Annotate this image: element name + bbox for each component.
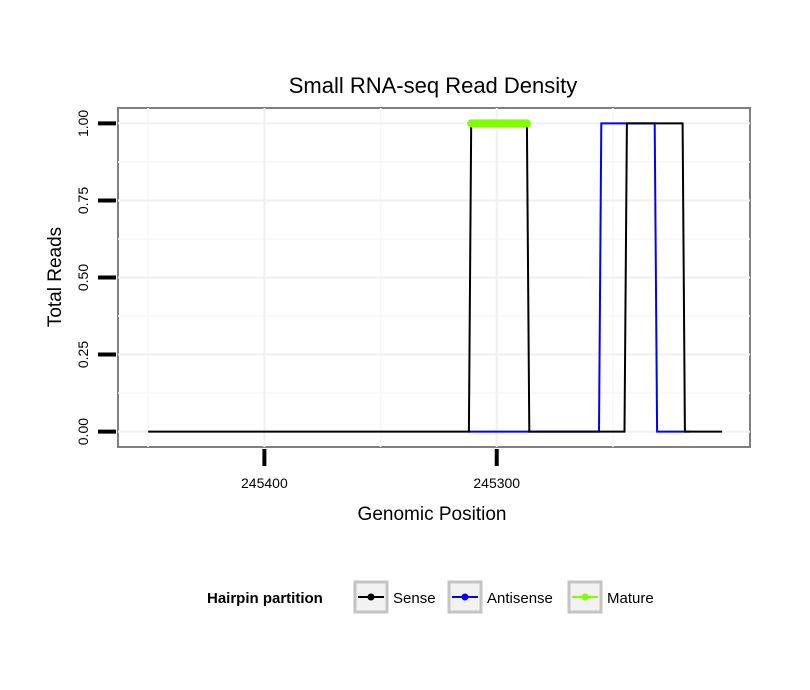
x-tick-label: 245300	[473, 475, 520, 491]
series-layer	[148, 119, 723, 433]
grid-major	[118, 108, 750, 447]
x-axis-title: Genomic Position	[358, 504, 507, 525]
legend-label-antisense: Antisense	[487, 590, 553, 607]
y-tick-label: 0.00	[75, 418, 91, 445]
legend: Hairpin partition Sense Antisense Mature	[207, 580, 654, 614]
legend-dot-sense	[367, 593, 375, 601]
legend-dot-antisense	[461, 593, 469, 601]
y-tick-label: 1.00	[75, 110, 91, 137]
x-axis: 245400 245300	[241, 449, 520, 491]
legend-label-sense: Sense	[393, 590, 436, 607]
legend-title: Hairpin partition	[207, 590, 323, 607]
series-line-sense	[148, 122, 723, 433]
y-axis: 0.00 0.25 0.50 0.75 1.00	[75, 110, 116, 445]
y-tick-label: 0.25	[75, 341, 91, 368]
y-tick-label: 0.75	[75, 187, 91, 214]
y-tick-label: 0.50	[75, 264, 91, 291]
chart-title: Small RNA-seq Read Density	[289, 73, 578, 98]
x-tick-label: 245400	[241, 475, 288, 491]
legend-dot-mature	[581, 593, 589, 601]
legend-label-mature: Mature	[607, 590, 654, 607]
y-axis-title: Total Reads	[45, 227, 66, 327]
